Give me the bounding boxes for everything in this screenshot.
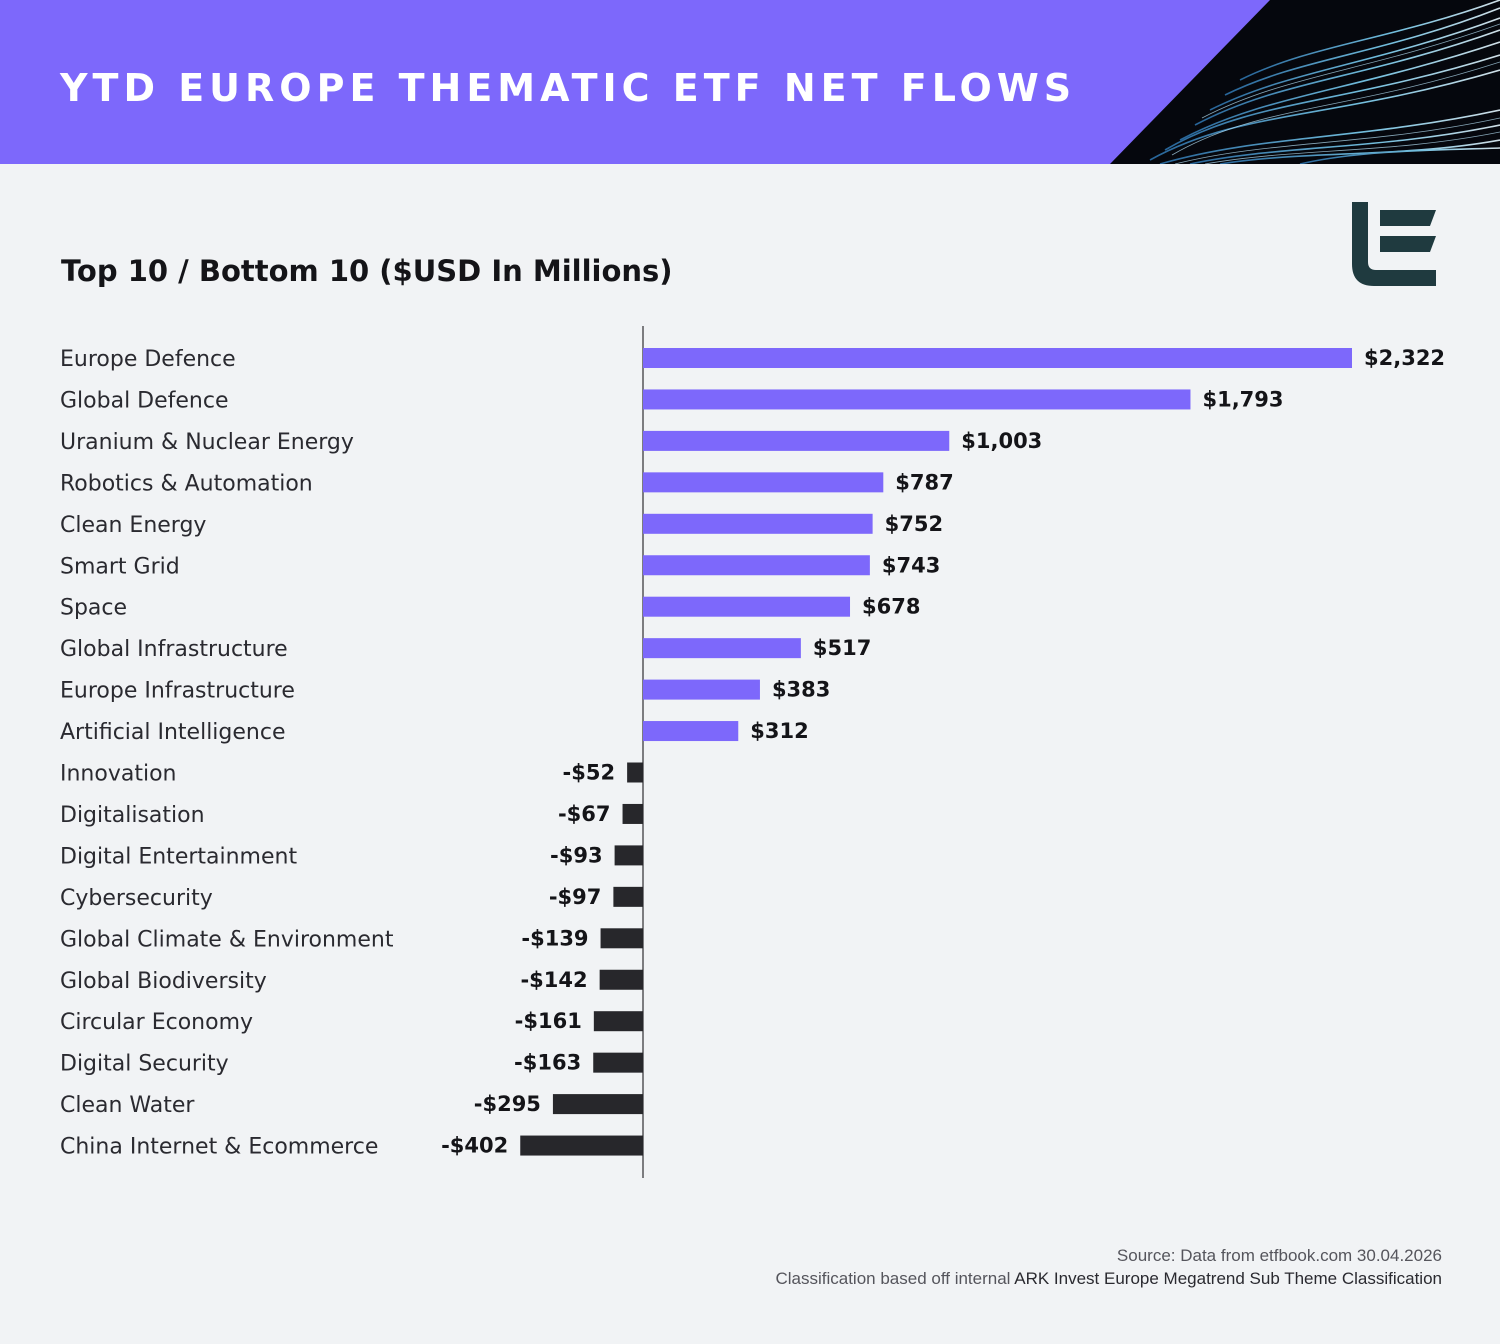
data-label: -$52 xyxy=(563,761,616,785)
bar xyxy=(643,472,884,493)
bar xyxy=(614,845,643,866)
data-label: -$142 xyxy=(520,968,587,992)
bar xyxy=(643,596,851,617)
category-label: Space xyxy=(60,596,127,621)
category-label: Innovation xyxy=(60,762,176,787)
bar xyxy=(643,555,870,576)
bar xyxy=(643,679,760,700)
bar xyxy=(593,1052,643,1073)
source-note: Source: Data from etfbook.com 30.04.2026… xyxy=(775,1244,1442,1290)
data-label: -$163 xyxy=(514,1051,581,1075)
category-label: Robotics & Automation xyxy=(60,471,313,496)
category-label: Digital Security xyxy=(60,1052,229,1077)
data-label: $787 xyxy=(895,470,953,494)
data-label: $1,003 xyxy=(961,429,1042,453)
classification-prefix: Classification based off internal xyxy=(775,1269,1015,1288)
category-label: Digital Entertainment xyxy=(60,844,297,869)
page-title: YTD EUROPE THEMATIC ETF NET FLOWS xyxy=(60,66,1077,110)
data-label: $517 xyxy=(813,636,871,660)
bar xyxy=(643,430,950,451)
category-label: Europe Infrastructure xyxy=(60,679,295,704)
data-label: -$67 xyxy=(558,802,611,826)
data-label: -$161 xyxy=(515,1009,582,1033)
data-label: $743 xyxy=(882,553,940,577)
bar xyxy=(520,1135,643,1156)
bar-chart: Europe Defence $2,322 Global Defence $1,793… xyxy=(60,326,1445,1178)
category-label: Clean Energy xyxy=(60,513,206,538)
bar xyxy=(593,1011,643,1032)
category-label: China Internet & Ecommerce xyxy=(60,1135,378,1160)
data-label: $752 xyxy=(885,512,943,536)
category-label: Digitalisation xyxy=(60,803,205,828)
category-label: Cybersecurity xyxy=(60,886,213,911)
bar xyxy=(552,1094,643,1115)
category-label: Clean Water xyxy=(60,1093,195,1118)
chart-title: Top 10 / Bottom 10 ($USD In Millions) xyxy=(61,254,673,288)
etfbook-logo-icon xyxy=(1352,202,1436,286)
bar xyxy=(643,348,1352,368)
data-label: $2,322 xyxy=(1364,346,1445,370)
bar xyxy=(600,928,643,949)
data-label: $383 xyxy=(772,678,830,702)
header-banner: YTD EUROPE THEMATIC ETF NET FLOWS xyxy=(0,0,1500,164)
data-label: -$93 xyxy=(550,843,603,867)
classification-emphasis: ARK Invest Europe Megatrend Sub Theme Cl… xyxy=(1014,1269,1442,1288)
data-label: -$402 xyxy=(441,1134,508,1158)
bar xyxy=(643,513,873,534)
classification-note: Classification based off internal ARK In… xyxy=(775,1267,1442,1290)
data-label: -$97 xyxy=(549,885,602,909)
category-label: Global Defence xyxy=(60,388,229,413)
data-label: -$139 xyxy=(521,926,588,950)
category-label: Europe Defence xyxy=(60,347,236,372)
source-text: Source: Data from etfbook.com 30.04.2026 xyxy=(1116,1246,1442,1265)
data-label: $678 xyxy=(862,595,920,619)
category-label: Global Climate & Environment xyxy=(60,927,394,952)
banner-light-streaks-image xyxy=(1110,0,1500,164)
category-label: Circular Economy xyxy=(60,1010,253,1035)
category-label: Smart Grid xyxy=(60,554,180,579)
category-label: Global Biodiversity xyxy=(60,969,267,994)
bar xyxy=(643,721,739,742)
category-label: Artificial Intelligence xyxy=(60,720,286,745)
bar xyxy=(622,803,643,824)
category-label: Global Infrastructure xyxy=(60,637,288,662)
category-label: Uranium & Nuclear Energy xyxy=(60,430,354,455)
bar xyxy=(643,389,1191,410)
data-label: $1,793 xyxy=(1202,387,1283,411)
bar xyxy=(599,969,643,990)
bar xyxy=(627,762,643,783)
data-label: -$295 xyxy=(474,1092,541,1116)
data-label: $312 xyxy=(750,719,808,743)
bar xyxy=(613,886,643,907)
bar xyxy=(643,638,801,659)
